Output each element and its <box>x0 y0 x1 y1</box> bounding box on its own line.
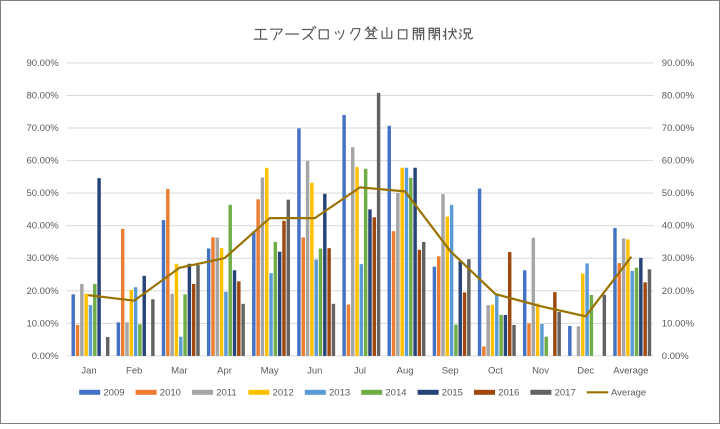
svg-text:Average: Average <box>613 365 648 376</box>
svg-text:90.00%: 90.00% <box>662 58 695 69</box>
svg-text:60.00%: 60.00% <box>26 156 59 167</box>
svg-text:2016: 2016 <box>498 388 519 399</box>
svg-text:Feb: Feb <box>126 365 142 376</box>
svg-text:2014: 2014 <box>385 388 406 399</box>
svg-text:0.00%: 0.00% <box>32 351 59 362</box>
svg-text:Mar: Mar <box>171 365 187 376</box>
svg-text:70.00%: 70.00% <box>26 123 59 134</box>
svg-text:Nov: Nov <box>532 365 549 376</box>
svg-text:2017: 2017 <box>555 388 576 399</box>
svg-text:60.00%: 60.00% <box>662 156 695 167</box>
svg-text:May: May <box>261 365 279 376</box>
svg-text:40.00%: 40.00% <box>26 221 59 232</box>
svg-text:40.00%: 40.00% <box>662 221 695 232</box>
svg-text:Sep: Sep <box>442 365 459 376</box>
svg-text:2012: 2012 <box>273 388 294 399</box>
svg-text:80.00%: 80.00% <box>26 90 59 101</box>
svg-text:90.00%: 90.00% <box>26 58 59 69</box>
svg-text:Apr: Apr <box>217 365 232 376</box>
svg-text:0.00%: 0.00% <box>662 351 689 362</box>
svg-text:2015: 2015 <box>442 388 463 399</box>
svg-text:30.00%: 30.00% <box>662 253 695 264</box>
svg-text:Jul: Jul <box>354 365 366 376</box>
svg-text:2011: 2011 <box>216 388 236 399</box>
svg-text:Dec: Dec <box>577 365 594 376</box>
svg-text:80.00%: 80.00% <box>662 90 695 101</box>
svg-text:2013: 2013 <box>329 388 350 399</box>
svg-text:10.00%: 10.00% <box>662 318 695 329</box>
svg-text:10.00%: 10.00% <box>26 318 59 329</box>
svg-text:Aug: Aug <box>397 365 414 376</box>
svg-text:20.00%: 20.00% <box>662 286 695 297</box>
svg-text:70.00%: 70.00% <box>662 123 695 134</box>
svg-text:30.00%: 30.00% <box>26 253 59 264</box>
svg-text:Average: Average <box>611 388 646 399</box>
svg-text:Oct: Oct <box>488 365 503 376</box>
svg-text:50.00%: 50.00% <box>662 188 695 199</box>
svg-text:Jun: Jun <box>307 365 322 376</box>
svg-text:2009: 2009 <box>103 388 124 399</box>
svg-text:2010: 2010 <box>160 388 181 399</box>
svg-text:Jan: Jan <box>81 365 96 376</box>
svg-text:50.00%: 50.00% <box>26 188 59 199</box>
svg-text:20.00%: 20.00% <box>26 286 59 297</box>
